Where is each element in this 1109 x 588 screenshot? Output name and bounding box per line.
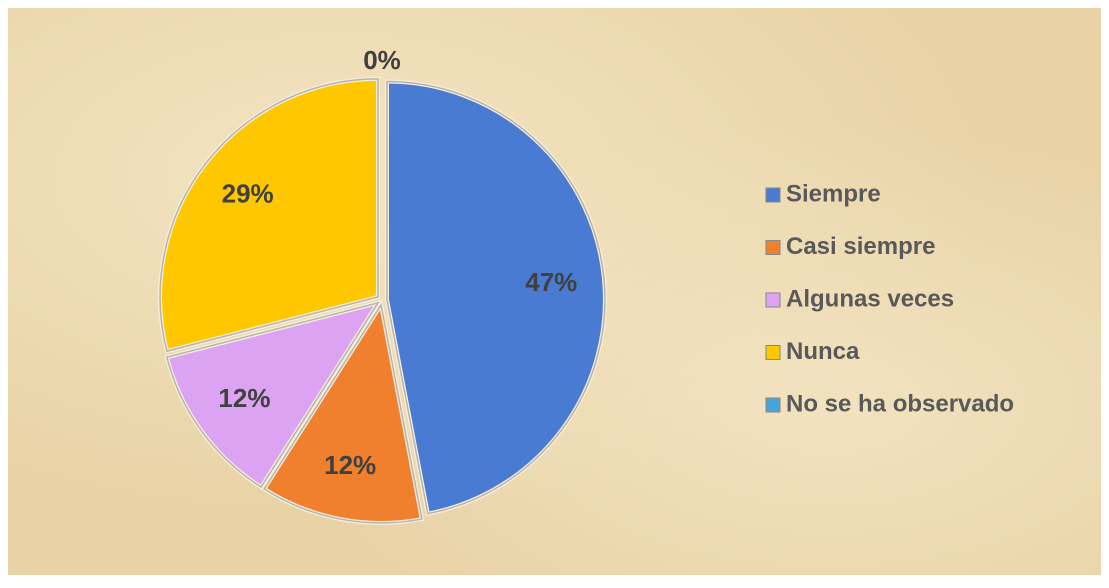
- pie-slice: [261, 299, 425, 525]
- data-label: 12%: [324, 450, 376, 480]
- pie-slice: [158, 76, 381, 354]
- legend-label: Algunas veces: [786, 285, 954, 312]
- slice-edge: [159, 78, 379, 353]
- data-label: 0%: [363, 45, 401, 75]
- legend-swatch: [765, 240, 781, 255]
- legend-label: Casi siempre: [786, 233, 935, 260]
- pie-slice: [384, 79, 607, 517]
- legend: Siempre Casi siempre Algunas veces Nunca No …: [765, 180, 1014, 417]
- data-label: 29%: [222, 179, 274, 209]
- slice-edge: [386, 80, 606, 515]
- legend-label: Nunca: [786, 338, 860, 365]
- legend-swatch: [765, 397, 781, 413]
- legend-swatch: [765, 292, 781, 308]
- slice-edge: [263, 302, 423, 524]
- data-label: 47%: [525, 267, 577, 297]
- legend-label: No se ha observado: [786, 390, 1014, 417]
- data-label: 12%: [218, 383, 270, 413]
- legend-swatch: [765, 345, 781, 360]
- pie: 47% 12% 12% 29% 0%: [158, 45, 607, 525]
- legend-swatch: [765, 187, 781, 203]
- legend-label: Siempre: [786, 180, 881, 207]
- pie-slice: [164, 299, 383, 490]
- slice-edge: [165, 301, 380, 489]
